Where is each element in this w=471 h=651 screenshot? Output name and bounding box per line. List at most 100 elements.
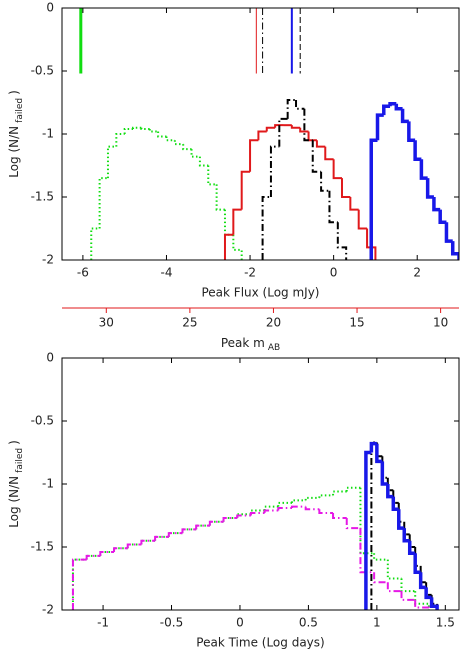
histogram-step	[223, 233, 234, 260]
histogram-step	[438, 209, 447, 224]
histogram-step	[106, 145, 117, 179]
x-tick-label: 0	[236, 616, 244, 630]
histogram-step	[418, 572, 427, 590]
y-tick-label: 0	[46, 351, 54, 365]
axis-label-main: Log (N/N	[7, 476, 21, 528]
x-tick-label: -0.5	[160, 616, 183, 630]
axes-box	[61, 7, 460, 261]
histogram-step	[257, 130, 267, 141]
histogram-step	[236, 514, 251, 519]
histogram-step	[90, 227, 100, 260]
y-tick-label: -1	[42, 477, 54, 491]
x-axis-label: Peak Flux (Log mJy)	[201, 286, 319, 300]
histogram-step	[277, 501, 292, 507]
histogram-step	[444, 222, 453, 243]
histogram-step	[263, 505, 279, 511]
histogram-step	[190, 149, 200, 158]
axis-label: Peak m AB	[221, 336, 280, 353]
histogram-step	[115, 133, 125, 147]
axes-box	[61, 357, 460, 611]
histogram-step	[315, 140, 326, 148]
histogram-step	[373, 572, 388, 584]
histogram-step	[304, 506, 320, 511]
axis-label: Log (N/N failed)	[7, 90, 25, 178]
histogram-step	[400, 108, 409, 124]
histogram-step	[373, 553, 388, 561]
histogram-step	[407, 121, 416, 143]
histogram-step	[232, 208, 242, 235]
x-tick-label: -2	[244, 266, 256, 280]
histogram-step	[290, 505, 306, 508]
y-tick-label: -0.5	[31, 64, 54, 78]
y-tick-label: -1.5	[31, 190, 54, 204]
histogram-step	[113, 547, 128, 553]
y-tick-label: -1.5	[31, 540, 54, 554]
histogram-step	[394, 103, 403, 111]
x-tick-label: -4	[160, 266, 172, 280]
axis-label-main: Log (N/N	[7, 126, 21, 178]
histogram-step	[154, 535, 169, 541]
histogram-step	[195, 524, 210, 530]
histogram-step	[240, 170, 251, 210]
y-tick-label: -2	[42, 253, 54, 267]
histogram-step	[413, 553, 421, 574]
histogram-step	[408, 534, 416, 548]
histogram-step	[290, 125, 301, 129]
axis-label-sub: AB	[268, 343, 280, 353]
axis-label-sub: failed	[15, 448, 25, 473]
histogram-step	[71, 558, 87, 610]
x-tick-label: 0	[330, 266, 338, 280]
secondary-tick-label: 20	[266, 316, 281, 330]
histogram-step	[432, 197, 441, 212]
histogram-step	[386, 477, 394, 492]
histogram-step	[380, 461, 388, 486]
axis-label-end: )	[7, 440, 21, 445]
histogram-step	[375, 443, 383, 464]
y-tick-label: -0.5	[31, 414, 54, 428]
histogram-step	[98, 177, 108, 229]
histogram-step	[397, 509, 405, 530]
x-tick-label: 2	[413, 266, 421, 280]
histogram-step	[419, 159, 428, 180]
histogram-step	[222, 517, 238, 522]
histogram-step	[215, 184, 225, 211]
histogram-step	[392, 490, 399, 504]
y-tick-label: 0	[46, 1, 54, 15]
histogram-step	[370, 441, 377, 610]
histogram-step	[208, 520, 224, 526]
histogram-step	[400, 591, 416, 601]
histogram-step	[328, 190, 338, 224]
histogram-step	[303, 108, 313, 142]
histogram-step	[359, 528, 375, 574]
x-axis-label: Peak Time (Log days)	[196, 636, 324, 650]
histogram-step	[249, 139, 259, 172]
histogram-step	[249, 511, 265, 516]
axis-label-sub: failed	[15, 98, 25, 123]
histogram-step	[424, 587, 432, 600]
histogram-step	[324, 146, 334, 161]
histogram-step	[140, 127, 150, 130]
histogram-step	[99, 551, 115, 556]
histogram-step	[274, 124, 284, 128]
histogram-step	[173, 140, 184, 146]
histogram-step	[391, 496, 399, 511]
histogram-step	[263, 509, 279, 513]
histogram-step	[429, 597, 439, 610]
histogram-step	[369, 138, 378, 260]
histogram-step	[157, 131, 167, 138]
histogram-step	[299, 127, 309, 133]
histogram-step	[375, 113, 384, 141]
secondary-tick-label: 25	[182, 316, 197, 330]
histogram-step	[386, 559, 402, 580]
histogram-step	[265, 126, 276, 132]
histogram-step	[71, 558, 87, 610]
histogram-step	[290, 499, 306, 503]
histogram-step	[261, 196, 271, 260]
plot-area	[71, 441, 439, 610]
histogram-step	[311, 140, 322, 173]
x-tick-label: -6	[77, 266, 89, 280]
histogram-step	[413, 140, 422, 161]
histogram-step	[386, 582, 402, 593]
x-tick-label: 1	[373, 616, 381, 630]
x-tick-label: 0.5	[299, 616, 318, 630]
